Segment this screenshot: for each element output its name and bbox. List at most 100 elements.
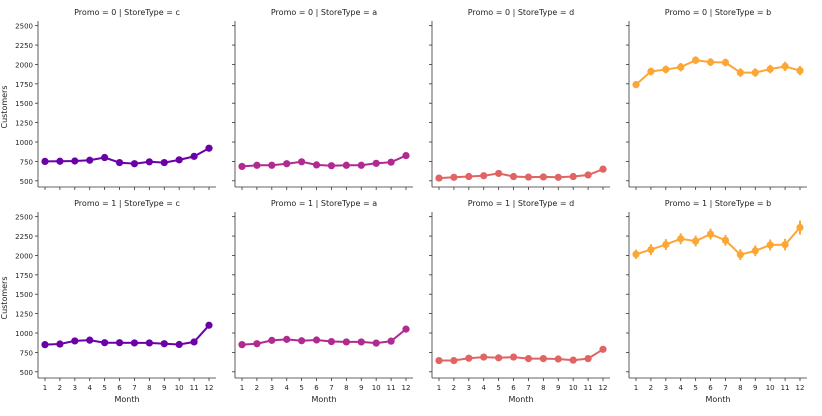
x-tick-label: 10 — [175, 384, 184, 392]
data-point — [599, 345, 607, 353]
x-tick-label: 8 — [344, 384, 348, 392]
x-tick-label: 3 — [73, 384, 77, 392]
x-tick-label: 11 — [781, 384, 790, 392]
data-point — [480, 172, 488, 180]
data-point — [115, 158, 124, 167]
y-axis-label-bottom: Customers — [0, 276, 9, 319]
y-tick-label: 2500 — [15, 214, 33, 222]
data-point — [677, 235, 685, 243]
panel-8: Promo = 1 | StoreType = b1 2 3 4 5 6 7 8 9 10 11 12… — [626, 199, 807, 404]
x-tick-label: 11 — [190, 384, 199, 392]
data-point — [357, 338, 365, 346]
panel-title: Promo = 1 | StoreType = c — [74, 199, 180, 208]
x-tick-label: 3 — [664, 384, 668, 392]
x-tick-label: 12 — [796, 384, 805, 392]
y-tick-label: 1000 — [15, 330, 33, 338]
data-point — [160, 158, 168, 167]
data-point — [781, 62, 789, 70]
x-tick-label: 3 — [270, 384, 274, 392]
data-point — [86, 336, 94, 344]
data-point — [766, 65, 774, 73]
panel-1: Promo = 0 | StoreType = c 500 750 1000 1250 1… — [15, 8, 216, 190]
data-point — [268, 161, 276, 169]
data-point — [736, 68, 744, 77]
data-point — [706, 230, 715, 238]
data-point — [692, 237, 700, 245]
data-point — [402, 325, 410, 333]
data-point — [524, 173, 533, 181]
data-point — [41, 341, 49, 349]
y-tick-label: 500 — [20, 178, 33, 186]
x-tick-label: 1 — [43, 384, 47, 392]
data-point — [662, 65, 670, 74]
data-point — [569, 356, 577, 364]
x-tick-label: 6 — [314, 384, 319, 392]
x-tick-label: 9 — [753, 384, 757, 392]
data-point — [480, 353, 488, 361]
series-line — [439, 348, 604, 362]
data-point — [751, 68, 759, 77]
y-tick-label: 2000 — [15, 61, 33, 69]
data-point — [554, 355, 562, 363]
data-point — [357, 161, 365, 169]
data-point — [238, 162, 246, 171]
panel-title: Promo = 0 | StoreType = d — [468, 8, 574, 17]
data-point — [647, 67, 655, 76]
x-tick-label: 5 — [693, 384, 697, 392]
data-point — [435, 174, 443, 182]
data-point — [509, 172, 518, 181]
data-point — [372, 159, 380, 167]
x-tick-label: 11 — [387, 384, 396, 392]
data-point — [736, 251, 744, 259]
data-point — [402, 151, 410, 160]
data-point — [554, 173, 562, 181]
series-line — [44, 147, 210, 165]
y-tick-label: 2250 — [15, 42, 33, 50]
x-tick-label: 5 — [102, 384, 106, 392]
x-tick-label: 6 — [117, 384, 122, 392]
data-point — [327, 337, 336, 346]
x-tick-label: 11 — [584, 384, 593, 392]
data-point — [721, 236, 730, 244]
data-point — [539, 173, 547, 181]
panels-group: Promo = 0 | StoreType = c 500 750 1000 1250 1… — [15, 8, 807, 404]
data-point — [253, 340, 261, 348]
x-tick-label: 4 — [481, 384, 486, 392]
data-point — [509, 353, 518, 361]
data-point — [115, 339, 124, 347]
x-tick-label: 2 — [58, 384, 62, 392]
x-tick-label: 9 — [556, 384, 560, 392]
data-point — [160, 340, 168, 348]
data-point — [632, 81, 640, 89]
data-point — [450, 173, 458, 181]
data-point — [647, 246, 655, 254]
x-tick-label: 8 — [738, 384, 742, 392]
data-point — [41, 157, 49, 166]
panel-title: Promo = 1 | StoreType = a — [271, 199, 377, 208]
x-tick-label: 4 — [87, 384, 92, 392]
data-point — [692, 56, 700, 64]
data-point — [584, 171, 592, 179]
series-line — [44, 324, 210, 346]
data-point — [495, 169, 503, 178]
data-point — [706, 58, 715, 66]
series-line — [241, 154, 407, 168]
data-point — [539, 355, 547, 363]
data-point — [342, 161, 350, 169]
x-tick-label: 2 — [452, 384, 456, 392]
data-point — [86, 156, 94, 164]
y-tick-label: 1500 — [15, 291, 33, 299]
series-line — [635, 59, 801, 86]
panel-2: Promo = 0 | StoreType = a — [232, 8, 413, 190]
panel-title: Promo = 0 | StoreType = c — [74, 8, 180, 17]
panel-title: Promo = 1 | StoreType = b — [665, 199, 771, 208]
data-point — [145, 158, 153, 166]
data-point — [312, 336, 321, 344]
data-point — [495, 354, 503, 362]
data-point — [101, 153, 109, 162]
x-tick-label: 4 — [678, 384, 683, 392]
x-tick-label: 1 — [634, 384, 638, 392]
data-point — [268, 336, 276, 344]
y-tick-label: 750 — [20, 349, 33, 357]
